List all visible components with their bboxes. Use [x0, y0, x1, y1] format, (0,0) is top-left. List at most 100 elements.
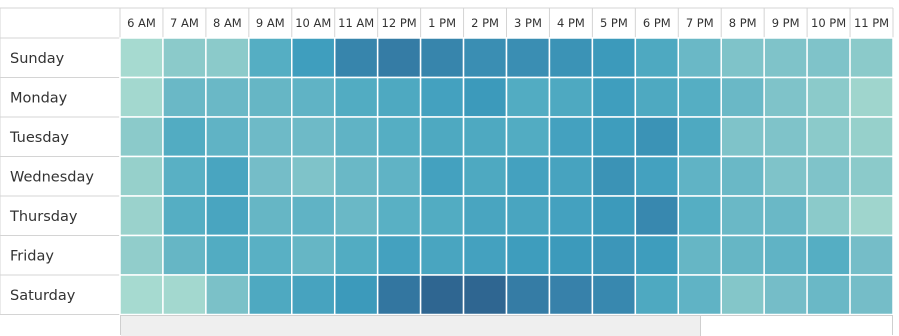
- heatmap-cell[interactable]: [462, 195, 508, 237]
- heatmap-cell[interactable]: [763, 195, 808, 237]
- heatmap-cell[interactable]: [548, 155, 594, 197]
- heatmap-cell[interactable]: [505, 274, 551, 316]
- heatmap-cell[interactable]: [806, 234, 851, 276]
- heatmap-cell[interactable]: [806, 274, 851, 316]
- heatmap-cell[interactable]: [677, 274, 722, 316]
- heatmap-cell[interactable]: [634, 76, 680, 118]
- heatmap-cell[interactable]: [634, 116, 680, 158]
- heatmap-cell[interactable]: [419, 37, 465, 79]
- heatmap-cell[interactable]: [205, 76, 250, 118]
- heatmap-cell[interactable]: [591, 195, 637, 237]
- heatmap-cell[interactable]: [248, 195, 293, 237]
- heatmap-cell[interactable]: [462, 234, 508, 276]
- heatmap-cell[interactable]: [162, 37, 207, 79]
- heatmap-cell[interactable]: [806, 76, 851, 118]
- heatmap-cell[interactable]: [205, 195, 250, 237]
- heatmap-cell[interactable]: [634, 195, 680, 237]
- heatmap-cell[interactable]: [119, 37, 164, 79]
- heatmap-cell[interactable]: [248, 37, 293, 79]
- heatmap-cell[interactable]: [634, 37, 680, 79]
- heatmap-cell[interactable]: [505, 76, 551, 118]
- heatmap-cell[interactable]: [548, 116, 594, 158]
- heatmap-cell[interactable]: [162, 234, 207, 276]
- heatmap-cell[interactable]: [462, 155, 508, 197]
- heatmap-cell[interactable]: [462, 116, 508, 158]
- heatmap-cell[interactable]: [634, 274, 680, 316]
- heatmap-cell[interactable]: [591, 116, 637, 158]
- heatmap-cell[interactable]: [162, 155, 207, 197]
- heatmap-cell[interactable]: [677, 195, 722, 237]
- heatmap-cell[interactable]: [505, 37, 551, 79]
- heatmap-cell[interactable]: [591, 76, 637, 118]
- heatmap-cell[interactable]: [806, 116, 851, 158]
- heatmap-cell[interactable]: [333, 76, 379, 118]
- heatmap-cell[interactable]: [677, 37, 722, 79]
- heatmap-cell[interactable]: [763, 274, 808, 316]
- heatmap-cell[interactable]: [119, 274, 164, 316]
- heatmap-cell[interactable]: [548, 274, 594, 316]
- heatmap-cell[interactable]: [291, 274, 336, 316]
- heatmap-cell[interactable]: [333, 195, 379, 237]
- heatmap-cell[interactable]: [849, 155, 894, 197]
- heatmap-cell[interactable]: [720, 234, 765, 276]
- heatmap-cell[interactable]: [720, 155, 765, 197]
- heatmap-cell[interactable]: [119, 195, 164, 237]
- heatmap-cell[interactable]: [419, 76, 465, 118]
- heatmap-cell[interactable]: [291, 37, 336, 79]
- heatmap-cell[interactable]: [591, 234, 637, 276]
- heatmap-cell[interactable]: [419, 116, 465, 158]
- heatmap-cell[interactable]: [720, 37, 765, 79]
- heatmap-cell[interactable]: [505, 155, 551, 197]
- heatmap-cell[interactable]: [677, 234, 722, 276]
- heatmap-cell[interactable]: [677, 116, 722, 158]
- heatmap-cell[interactable]: [677, 155, 722, 197]
- heatmap-cell[interactable]: [119, 116, 164, 158]
- heatmap-cell[interactable]: [291, 234, 336, 276]
- heatmap-cell[interactable]: [248, 274, 293, 316]
- heatmap-cell[interactable]: [291, 116, 336, 158]
- heatmap-cell[interactable]: [763, 37, 808, 79]
- heatmap-cell[interactable]: [119, 155, 164, 197]
- heatmap-cell[interactable]: [419, 274, 465, 316]
- heatmap-cell[interactable]: [248, 155, 293, 197]
- heatmap-cell[interactable]: [634, 234, 680, 276]
- heatmap-cell[interactable]: [119, 234, 164, 276]
- heatmap-cell[interactable]: [505, 195, 551, 237]
- heatmap-cell[interactable]: [376, 116, 422, 158]
- heatmap-cell[interactable]: [333, 116, 379, 158]
- heatmap-cell[interactable]: [162, 274, 207, 316]
- heatmap-cell[interactable]: [548, 76, 594, 118]
- heatmap-cell[interactable]: [763, 76, 808, 118]
- heatmap-cell[interactable]: [806, 155, 851, 197]
- heatmap-cell[interactable]: [248, 116, 293, 158]
- heatmap-cell[interactable]: [806, 37, 851, 79]
- heatmap-cell[interactable]: [462, 76, 508, 118]
- heatmap-cell[interactable]: [162, 76, 207, 118]
- heatmap-cell[interactable]: [720, 274, 765, 316]
- heatmap-cell[interactable]: [462, 274, 508, 316]
- heatmap-cell[interactable]: [248, 234, 293, 276]
- heatmap-cell[interactable]: [333, 274, 379, 316]
- heatmap-cell[interactable]: [333, 234, 379, 276]
- heatmap-cell[interactable]: [205, 234, 250, 276]
- heatmap-cell[interactable]: [205, 155, 250, 197]
- heatmap-cell[interactable]: [291, 76, 336, 118]
- heatmap-cell[interactable]: [591, 155, 637, 197]
- heatmap-cell[interactable]: [333, 37, 379, 79]
- heatmap-cell[interactable]: [162, 195, 207, 237]
- heatmap-cell[interactable]: [849, 195, 894, 237]
- heatmap-cell[interactable]: [763, 234, 808, 276]
- heatmap-cell[interactable]: [849, 76, 894, 118]
- heatmap-cell[interactable]: [162, 116, 207, 158]
- heatmap-cell[interactable]: [849, 234, 894, 276]
- heatmap-cell[interactable]: [591, 274, 637, 316]
- heatmap-cell[interactable]: [548, 234, 594, 276]
- heatmap-cell[interactable]: [548, 37, 594, 79]
- heatmap-cell[interactable]: [376, 76, 422, 118]
- heatmap-cell[interactable]: [205, 116, 250, 158]
- heatmap-cell[interactable]: [720, 195, 765, 237]
- heatmap-cell[interactable]: [376, 195, 422, 237]
- heatmap-cell[interactable]: [677, 76, 722, 118]
- heatmap-cell[interactable]: [119, 76, 164, 118]
- heatmap-cell[interactable]: [419, 234, 465, 276]
